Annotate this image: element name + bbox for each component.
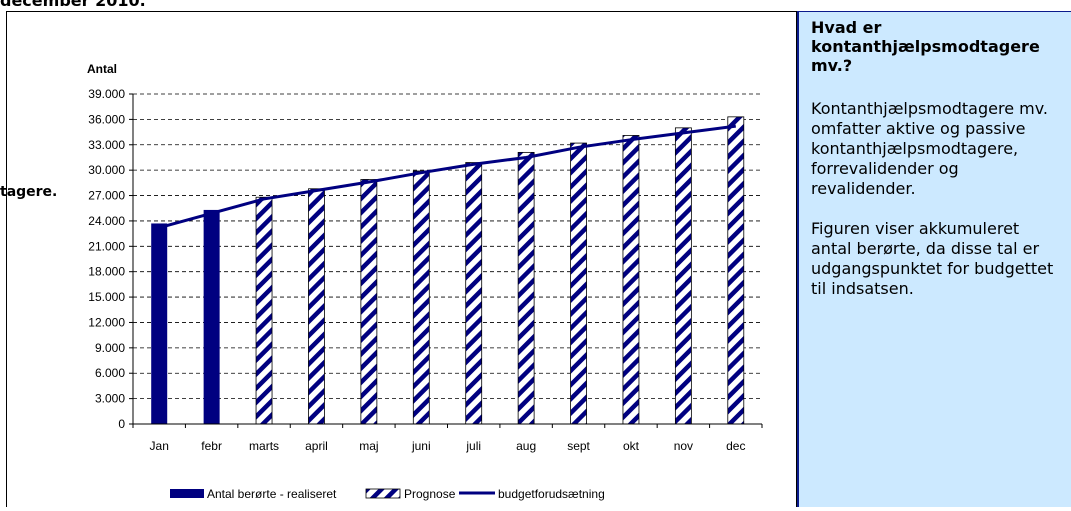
bar-prognose [622,135,640,425]
y-tick-label: 12.000 [88,315,125,329]
y-tick-label: 6.000 [95,366,125,380]
budget-line [158,124,736,230]
y-axis-title: Antal [87,62,117,76]
x-tick-label: Jan [150,439,169,453]
bars [151,116,745,425]
x-tick-label: febr [201,439,222,453]
legend-label-realiseret: Antal berørte - realiseret [207,487,337,501]
bar-prognose [308,188,325,425]
y-tick-label: 39.000 [88,87,125,101]
legend-swatch-prognose [365,488,401,499]
legend-label-prognose: Prognose [404,487,456,501]
legend-swatch-realiseret [170,489,204,498]
bar-line-chart: Antal 0 3.000 6.000 9.000 12.000 15.000 18.000… [87,62,763,501]
chart-frame: Antal 0 3.000 6.000 9.000 12.000 15.000 18.000… [6,11,797,507]
bar-prognose [412,170,430,425]
x-tick-label: sept [567,439,590,453]
bar-prognose [255,196,273,425]
x-tick-label: juli [465,439,481,453]
y-axis-ticks: 0 3.000 6.000 9.000 12.000 15.000 18.000 21.000… [88,87,133,431]
y-tick-label: 21.000 [88,239,125,253]
x-tick-label: nov [674,439,693,453]
x-axis-ticks: Jan febr marts april maj juni juli aug sept okt no… [132,424,763,453]
label-fragment: tagere. [0,184,58,200]
x-tick-label: aug [516,439,536,453]
bar-prognose [727,116,745,425]
y-tick-label: 18.000 [88,265,125,279]
x-tick-label: okt [623,439,640,453]
x-tick-label: april [305,439,328,453]
heading-fragment: december 2010. [0,0,146,10]
x-tick-label: juni [411,439,431,453]
legend: Antal berørte - realiseret Prognose budg… [170,487,605,501]
info-panel-paragraph-2: Figuren viser akkumuleret antal berørte,… [811,219,1054,298]
bar-prognose [360,179,378,425]
y-tick-label: 24.000 [88,214,125,228]
bar-realiseret [151,223,168,424]
x-tick-label: dec [726,439,745,453]
y-tick-label: 9.000 [95,341,125,355]
bar-prognose [465,162,483,425]
info-panel: Hvad er kontanthjælpsmodtagere mv.? Kont… [797,11,1071,507]
info-panel-paragraph-1: Kontanthjælpsmodtagere mv. omfatter akti… [811,99,1049,198]
y-tick-label: 15.000 [88,290,125,304]
y-tick-label: 33.000 [88,138,125,152]
legend-label-budget: budgetforudsætning [498,487,605,501]
budget-line-group [158,124,736,230]
x-tick-label: marts [249,439,279,453]
axes [132,94,762,425]
bar-prognose [517,151,535,425]
y-tick-label: 3.000 [95,392,125,406]
grid-lines [133,93,762,400]
y-tick-label: 30.000 [88,163,125,177]
bar-realiseret [203,209,220,424]
x-tick-label: maj [359,439,378,453]
bar-prognose [674,127,692,425]
bar-prognose [570,142,587,425]
y-tick-label: 36.000 [88,112,125,126]
y-tick-label: 0 [118,417,125,431]
y-tick-label: 27.000 [88,189,125,203]
info-panel-title: Hvad er kontanthjælpsmodtagere mv.? [811,18,1040,75]
